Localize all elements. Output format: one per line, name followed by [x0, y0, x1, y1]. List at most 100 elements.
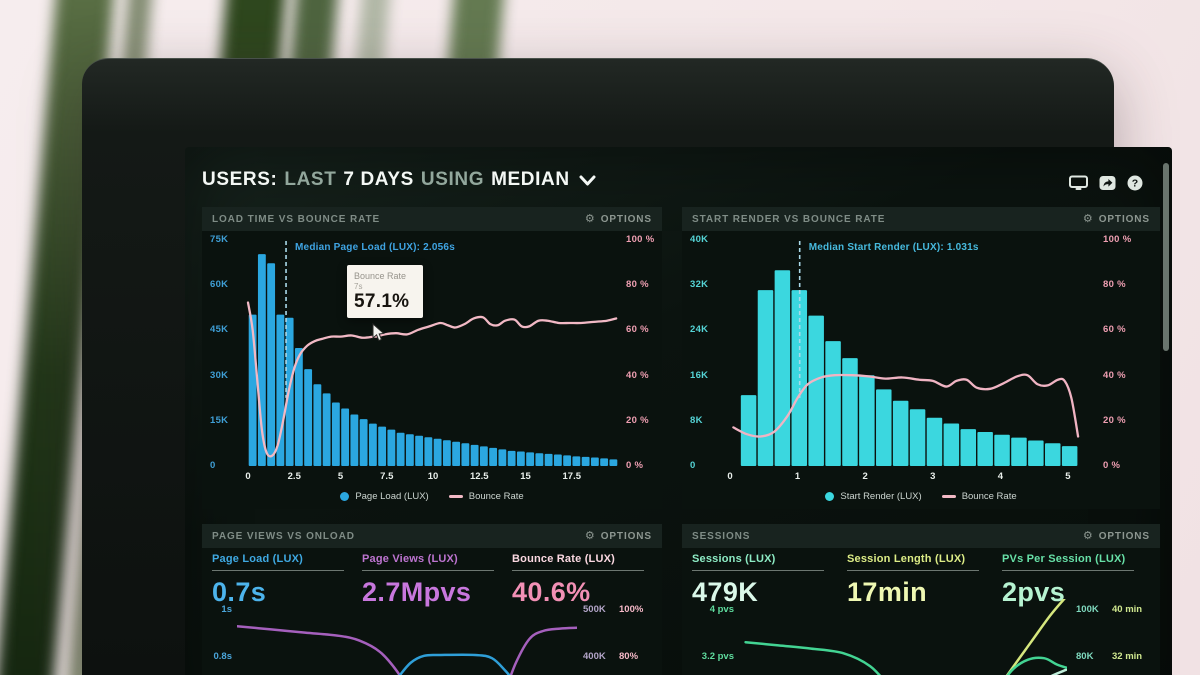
panel-title: PAGE VIEWS VS ONLOAD: [212, 530, 355, 542]
axis-tick-label: 12.5: [470, 471, 489, 482]
metric[interactable]: Session Length (LUX) 17min: [847, 553, 1002, 608]
axis-tick-label: 17.5: [562, 471, 582, 482]
metric-underline: [212, 570, 344, 571]
legend-swatch: [448, 495, 463, 498]
chevron-down-icon[interactable]: [579, 175, 596, 186]
metric-value: 2pvs: [1002, 577, 1066, 607]
help-icon[interactable]: ?: [1127, 175, 1143, 191]
metric-underline: [847, 570, 979, 571]
dashboard-title[interactable]: USERS: LAST 7 DAYS USING MEDIAN: [202, 169, 596, 191]
laptop-bezel: USERS: LAST 7 DAYS USING MEDIAN ? LOAD T…: [82, 58, 1172, 675]
metric-value: 0.7s: [212, 577, 267, 607]
axis-tick-label: 3: [930, 471, 936, 482]
panel-header: SESSIONS ⚙ OPTIONS: [682, 524, 1160, 548]
legend-item[interactable]: Start Render (LUX): [825, 491, 922, 502]
axis-tick-label: 16K: [690, 369, 709, 381]
panel-header: PAGE VIEWS VS ONLOAD ⚙ OPTIONS: [202, 524, 662, 548]
axis-tick-label: 0: [210, 459, 216, 471]
chart-plot[interactable]: Median Page Load (LUX): 2.056s Bounce Ra…: [246, 239, 618, 466]
options-button[interactable]: ⚙ OPTIONS: [584, 212, 652, 225]
panel-header: START RENDER VS BOUNCE RATE ⚙ OPTIONS: [682, 207, 1160, 231]
axis-tick-label: 500K: [583, 604, 606, 615]
metric[interactable]: Sessions (LUX) 479K: [692, 553, 847, 608]
legend-item[interactable]: Bounce Rate: [941, 491, 1017, 502]
metric[interactable]: Page Load (LUX) 0.7s: [212, 553, 362, 608]
metric[interactable]: Page Views (LUX) 2.7Mpvs: [362, 553, 512, 608]
axis-tick-label: 40 min: [1112, 604, 1143, 615]
axis-tick-label: 8K: [690, 414, 703, 426]
legend-swatch: [825, 492, 835, 501]
tooltip-title: Bounce Rate: [354, 271, 407, 281]
metric-label: Page Load (LUX): [212, 553, 304, 565]
axis-tick-label: 60K: [210, 279, 229, 291]
y-axis-right: 100 % 80 % 60 % 40 % 20 % 0 %: [1103, 234, 1145, 471]
axis-tick-label: 100K: [1076, 604, 1099, 615]
tooltip-value: 57.1%: [354, 291, 410, 312]
options-button[interactable]: ⚙ OPTIONS: [584, 529, 652, 542]
legend-label: Bounce Rate: [961, 491, 1017, 502]
y-axis-left: 40K 32K 24K 16K 8K 0: [690, 234, 726, 471]
options-button[interactable]: ⚙ OPTIONS: [1082, 212, 1150, 225]
axis-tick-label: 40K: [690, 234, 709, 245]
axis-tick-label: 75K: [210, 234, 229, 245]
axis-tick-label: 0: [245, 471, 251, 482]
chart-plot[interactable]: Median Start Render (LUX): 1.031s: [730, 239, 1095, 466]
monitor-icon[interactable]: [1069, 175, 1088, 191]
panel-title: SESSIONS: [692, 530, 751, 542]
x-axis: 0 2.5 5 7.5 10 12.5 15 17.5: [245, 471, 618, 483]
axis-tick-label: 60 %: [1103, 324, 1126, 336]
axis-tick-pair: 100K 40 min: [1076, 604, 1142, 615]
mini-chart[interactable]: [237, 599, 577, 675]
axis-tick-label: 1s: [221, 604, 232, 615]
axis-tick-label: 32K: [690, 279, 709, 291]
panel-title: START RENDER VS BOUNCE RATE: [692, 213, 886, 225]
axis-tick-label: 15K: [210, 414, 229, 426]
axis-tick-label: 0 %: [1103, 459, 1121, 471]
metric-value: 40.6%: [512, 577, 591, 607]
dashboard-screen: USERS: LAST 7 DAYS USING MEDIAN ? LOAD T…: [185, 147, 1172, 675]
axis-tick-label: 60 %: [626, 324, 649, 336]
axis-tick-label: 5: [1065, 471, 1071, 482]
gear-icon: ⚙: [1082, 529, 1094, 542]
gear-icon: ⚙: [1082, 212, 1094, 225]
axis-tick-label: 0: [690, 459, 696, 471]
legend-item[interactable]: Page Load (LUX): [340, 491, 429, 502]
gear-icon: ⚙: [584, 212, 596, 225]
axis-tick-label: 80 %: [1103, 279, 1126, 291]
axis-tick-label: 7.5: [380, 471, 394, 482]
metric[interactable]: PVs Per Session (LUX) 2pvs: [1002, 553, 1157, 608]
metric-value: 2.7Mpvs: [362, 577, 472, 607]
panel-load-time-vs-bounce-rate: LOAD TIME VS BOUNCE RATE ⚙ OPTIONS 75K 60K…: [202, 207, 662, 509]
options-button[interactable]: ⚙ OPTIONS: [1082, 529, 1150, 542]
axis-tick-label: 1: [794, 471, 801, 482]
axis-tick-label: 40 %: [626, 369, 649, 381]
metric[interactable]: Bounce Rate (LUX) 40.6%: [512, 553, 662, 608]
panel-start-render-vs-bounce-rate: START RENDER VS BOUNCE RATE ⚙ OPTIONS 40K…: [682, 207, 1160, 509]
metric-label: PVs Per Session (LUX): [1002, 553, 1126, 565]
axis-tick-label: 3.2 pvs: [701, 651, 734, 662]
legend-item[interactable]: Bounce Rate: [448, 491, 524, 502]
panel-sessions: SESSIONS ⚙ OPTIONS Sessions (LUX) 479K Sess…: [682, 524, 1160, 675]
axis-tick-label: 100%: [619, 604, 644, 615]
axis-tick-label: 2.5: [287, 471, 301, 482]
scrollbar[interactable]: [1163, 163, 1169, 351]
axis-tick-label: 0.8s: [213, 651, 233, 662]
mini-chart[interactable]: [739, 599, 1067, 675]
share-icon[interactable]: [1099, 175, 1116, 191]
metric-underline: [692, 570, 824, 571]
axis-tick-label: 0: [727, 471, 733, 482]
axis-tick-label: 100 %: [626, 234, 655, 245]
panel-page-views-vs-onload: PAGE VIEWS VS ONLOAD ⚙ OPTIONS Page Load …: [202, 524, 662, 675]
title-using: USING: [420, 169, 485, 190]
axis-tick-label: 4 pvs: [709, 604, 734, 615]
legend-label: Start Render (LUX): [840, 491, 922, 502]
axis-tick-label: 5: [337, 471, 344, 482]
title-last: LAST: [284, 169, 337, 190]
axis-tick-label: 0 %: [626, 459, 644, 471]
start-render-chart: [732, 241, 1080, 466]
metric-underline: [362, 570, 494, 571]
axis-tick-label: 400K: [583, 651, 606, 662]
axis-tick-label: 30K: [210, 369, 229, 381]
axis-tick-label: 2: [862, 471, 868, 482]
metric-label: Page Views (LUX): [362, 553, 458, 565]
